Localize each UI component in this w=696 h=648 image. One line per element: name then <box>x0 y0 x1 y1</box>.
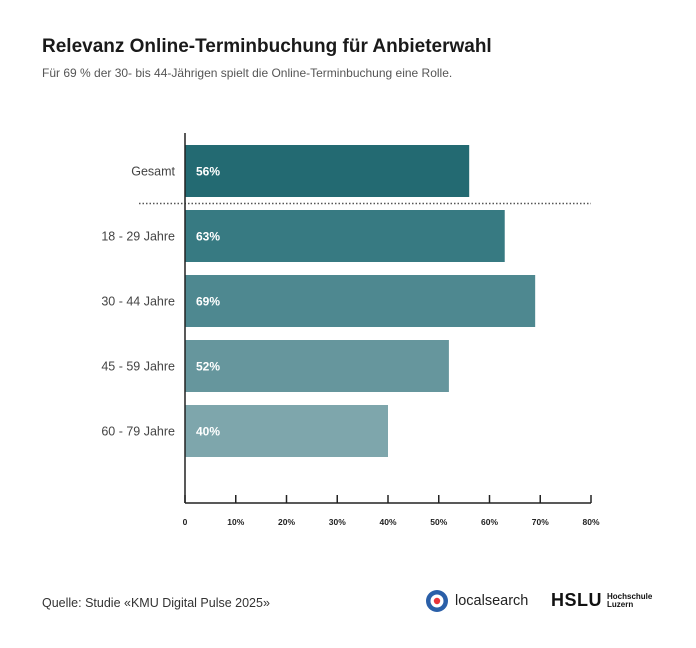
data-label: 56% <box>196 165 220 179</box>
bar <box>185 210 505 262</box>
localsearch-label: localsearch <box>455 593 529 609</box>
category-label: 45 - 59 Jahre <box>101 360 175 374</box>
hslu-logo: HSLU Hochschule Luzern <box>551 590 652 611</box>
x-tick-label: 70% <box>532 517 549 527</box>
category-label: 18 - 29 Jahre <box>101 230 175 244</box>
hslu-sub-1: Hochschule <box>607 591 653 601</box>
bar <box>185 275 536 327</box>
localsearch-icon <box>426 590 448 612</box>
x-tick-label: 50% <box>430 517 447 527</box>
category-label: 30 - 44 Jahre <box>101 295 175 309</box>
bar <box>185 405 388 457</box>
localsearch-logo: localsearch <box>425 588 528 614</box>
x-tick-label: 20% <box>278 517 295 527</box>
category-label: Gesamt <box>131 165 175 179</box>
chart-title: Relevanz Online-Terminbuchung für Anbiet… <box>42 36 492 57</box>
hslu-wordmark: HSLU <box>551 590 602 610</box>
hslu-sub-2: Luzern <box>607 599 634 609</box>
data-label: 63% <box>196 230 220 244</box>
x-tick-label: 80% <box>582 517 599 527</box>
x-tick-label: 30% <box>329 517 346 527</box>
x-tick-label: 0 <box>183 517 188 527</box>
data-label: 40% <box>196 425 220 439</box>
bar-chart: Gesamt 56% 18 - 29 Jahre 63% 30 - 44 Jahre 69… <box>101 133 600 527</box>
source-note: Quelle: Studie «KMU Digital Pulse 2025» <box>42 596 270 610</box>
x-tick-label: 60% <box>481 517 498 527</box>
data-label: 52% <box>196 360 220 374</box>
x-tick-label: 10% <box>227 517 244 527</box>
x-tick-label: 40% <box>379 517 396 527</box>
chart-subtitle: Für 69 % der 30- bis 44-Jährigen spielt … <box>42 66 453 80</box>
bar <box>185 145 470 197</box>
category-label: 60 - 79 Jahre <box>101 425 175 439</box>
bar <box>185 340 449 392</box>
data-label: 69% <box>196 295 220 309</box>
